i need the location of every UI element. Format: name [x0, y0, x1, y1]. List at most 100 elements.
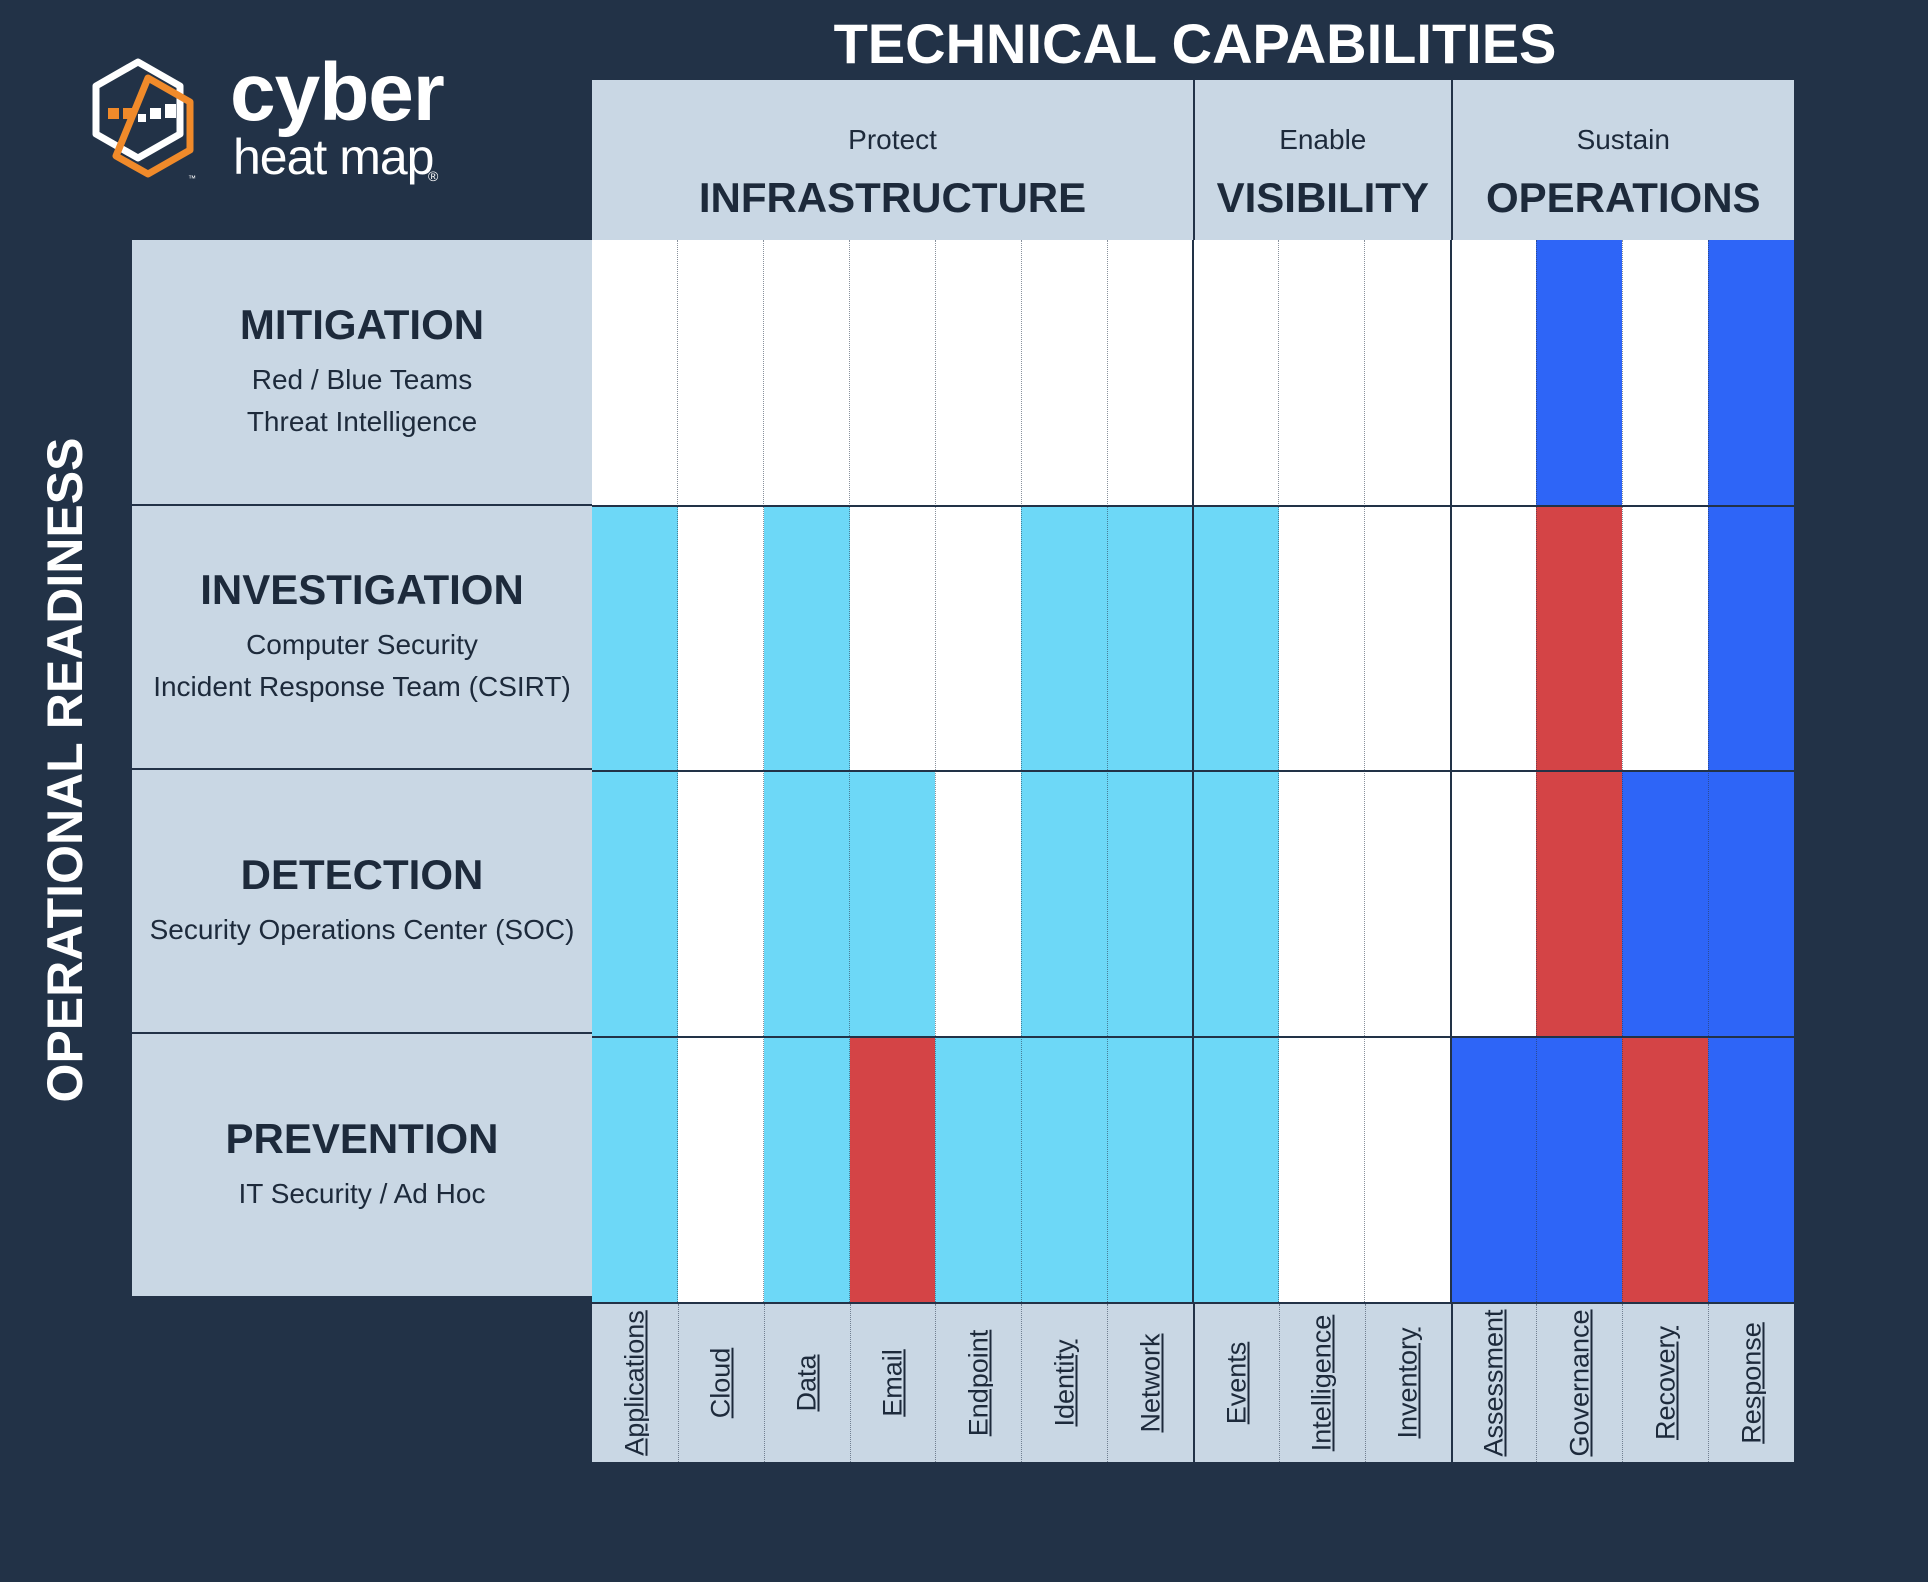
- column-labels: Applications Cloud Data Email Endpoint Identi…: [592, 1304, 1794, 1462]
- heatmap-cell-prevention-intelligence: [1278, 1036, 1365, 1302]
- column-label-network: Network: [1107, 1304, 1193, 1462]
- heatmap-cell-mitigation-data: [763, 240, 850, 506]
- row-subtitle: Security Operations Center (SOC): [149, 914, 575, 945]
- heatmap-cell-detection-endpoint: [935, 771, 1022, 1037]
- group-verb: Protect: [848, 124, 937, 155]
- heatmap-cell-investigation-governance: [1536, 505, 1623, 771]
- heatmap-cell-prevention-assessment: [1450, 1036, 1537, 1302]
- column-label-recovery: Recovery: [1622, 1304, 1708, 1462]
- row-label-mitigation: MITIGATION Red / Blue Teams Threat Intelli…: [132, 240, 592, 504]
- column-label-text: Endpoint: [963, 1329, 994, 1437]
- row-labels: MITIGATION Red / Blue Teams Threat Intelli…: [132, 240, 592, 1296]
- column-label-text: Events: [1221, 1341, 1252, 1425]
- row-subtitle: Incident Response Team (CSIRT): [153, 671, 571, 702]
- registered-mark: ®: [428, 168, 439, 184]
- group-name: INFRASTRUCTURE: [698, 174, 1087, 221]
- row-title: MITIGATION: [239, 301, 485, 348]
- row-subtitle: Threat Intelligence: [246, 406, 478, 437]
- group-name: VISIBILITY: [1216, 174, 1429, 221]
- heatmap-cell-mitigation-assessment: [1450, 240, 1537, 506]
- heatmap-grid: [592, 240, 1794, 1302]
- column-label-text: Cloud: [705, 1347, 736, 1419]
- heatmap-cell-mitigation-response: [1708, 240, 1794, 506]
- heatmap-cell-prevention-governance: [1536, 1036, 1623, 1302]
- row-label-detection: DETECTION Security Operations Center (SOC…: [132, 768, 592, 1032]
- heatmap-cell-detection-data: [763, 771, 850, 1037]
- heatmap-cell-prevention-recovery: [1622, 1036, 1709, 1302]
- column-label-text: Network: [1135, 1333, 1166, 1433]
- row-title: INVESTIGATION: [200, 566, 524, 613]
- heatmap-cell-detection-response: [1708, 771, 1794, 1037]
- chart-title: TECHNICAL CAPABILITIES: [833, 12, 1557, 75]
- column-group-infrastructure: Protect INFRASTRUCTURE: [592, 80, 1193, 240]
- heatmap-cell-detection-inventory: [1364, 771, 1451, 1037]
- heatmap-cell-mitigation-cloud: [677, 240, 764, 506]
- heatmap-cell-investigation-recovery: [1622, 505, 1709, 771]
- heatmap-cell-detection-recovery: [1622, 771, 1709, 1037]
- heatmap-cell-investigation-response: [1708, 505, 1794, 771]
- column-label-data: Data: [763, 1304, 850, 1462]
- heatmap-cell-investigation-inventory: [1364, 505, 1451, 771]
- column-label-text: Identity: [1049, 1339, 1080, 1427]
- cyber-heat-map-logo-icon: [92, 58, 194, 178]
- column-label-identity: Identity: [1021, 1304, 1107, 1462]
- heatmap-cell-mitigation-identity: [1021, 240, 1108, 506]
- heatmap-cell-detection-intelligence: [1278, 771, 1365, 1037]
- heatmap-cell-investigation-intelligence: [1278, 505, 1365, 771]
- column-label-cloud: Cloud: [677, 1304, 764, 1462]
- heatmap-cell-mitigation-events: [1193, 240, 1279, 506]
- heatmap-cell-investigation-endpoint: [935, 505, 1022, 771]
- heatmap-cell-investigation-assessment: [1450, 505, 1537, 771]
- heatmap-cell-mitigation-network: [1107, 240, 1193, 506]
- row-divider: [592, 770, 1794, 772]
- heatmap-cell-prevention-network: [1107, 1036, 1193, 1302]
- logo: cyber heat map ® ™: [90, 52, 460, 198]
- column-group-headers: Protect INFRASTRUCTURE Enable VISIBILITY Sus…: [592, 80, 1794, 240]
- column-label-text: Intelligence: [1306, 1314, 1337, 1452]
- heatmap-cell-prevention-data: [763, 1036, 850, 1302]
- column-label-text: Assessment: [1478, 1309, 1509, 1457]
- group-verb: Enable: [1279, 124, 1367, 155]
- column-label-events: Events: [1193, 1304, 1279, 1462]
- column-label-governance: Governance: [1536, 1304, 1622, 1462]
- column-label-text: Inventory: [1392, 1327, 1423, 1439]
- column-label-applications: Applications: [592, 1304, 678, 1462]
- column-label-text: Applications: [619, 1310, 650, 1456]
- heatmap-cell-mitigation-recovery: [1622, 240, 1709, 506]
- heatmap-cell-mitigation-email: [849, 240, 936, 506]
- logo-wordmark-heat-map: heat map: [233, 129, 434, 185]
- column-label-text: Governance: [1564, 1309, 1595, 1457]
- heatmap-cell-prevention-events: [1193, 1036, 1279, 1302]
- column-label-text: Response: [1736, 1322, 1767, 1444]
- heatmap-cell-investigation-email: [849, 505, 936, 771]
- column-group-operations: Sustain OPERATIONS: [1450, 80, 1794, 240]
- column-label-text: Data: [791, 1354, 822, 1412]
- heatmap-cell-mitigation-intelligence: [1278, 240, 1365, 506]
- heatmap-cell-detection-events: [1193, 771, 1279, 1037]
- heatmap-cell-investigation-data: [763, 505, 850, 771]
- column-label-text: Email: [877, 1349, 908, 1417]
- heatmap-cell-prevention-cloud: [677, 1036, 764, 1302]
- column-group-visibility: Enable VISIBILITY: [1193, 80, 1451, 240]
- heatmap-cell-detection-identity: [1021, 771, 1108, 1037]
- heatmap-cell-detection-network: [1107, 771, 1193, 1037]
- heatmap-cell-investigation-applications: [592, 505, 678, 771]
- heatmap-cell-prevention-identity: [1021, 1036, 1108, 1302]
- heatmap-cell-investigation-cloud: [677, 505, 764, 771]
- row-label-investigation: INVESTIGATION Computer Security Incident R…: [132, 504, 592, 768]
- column-label-endpoint: Endpoint: [935, 1304, 1021, 1462]
- heatmap-cell-prevention-applications: [592, 1036, 678, 1302]
- column-label-text: Recovery: [1650, 1325, 1681, 1441]
- heatmap-cell-investigation-identity: [1021, 505, 1108, 771]
- row-divider: [592, 1035, 1794, 1038]
- heatmap-cell-prevention-inventory: [1364, 1036, 1451, 1302]
- column-label-response: Response: [1708, 1304, 1794, 1462]
- heatmap-cell-prevention-endpoint: [935, 1036, 1022, 1302]
- row-title: DETECTION: [240, 851, 484, 898]
- row-divider: [592, 504, 1794, 507]
- heatmap-cell-mitigation-inventory: [1364, 240, 1451, 506]
- heatmap-cell-detection-cloud: [677, 771, 764, 1037]
- logo-wordmark-cyber: cyber: [230, 47, 445, 138]
- column-label-assessment: Assessment: [1450, 1304, 1537, 1462]
- row-subtitle: Computer Security: [246, 629, 478, 660]
